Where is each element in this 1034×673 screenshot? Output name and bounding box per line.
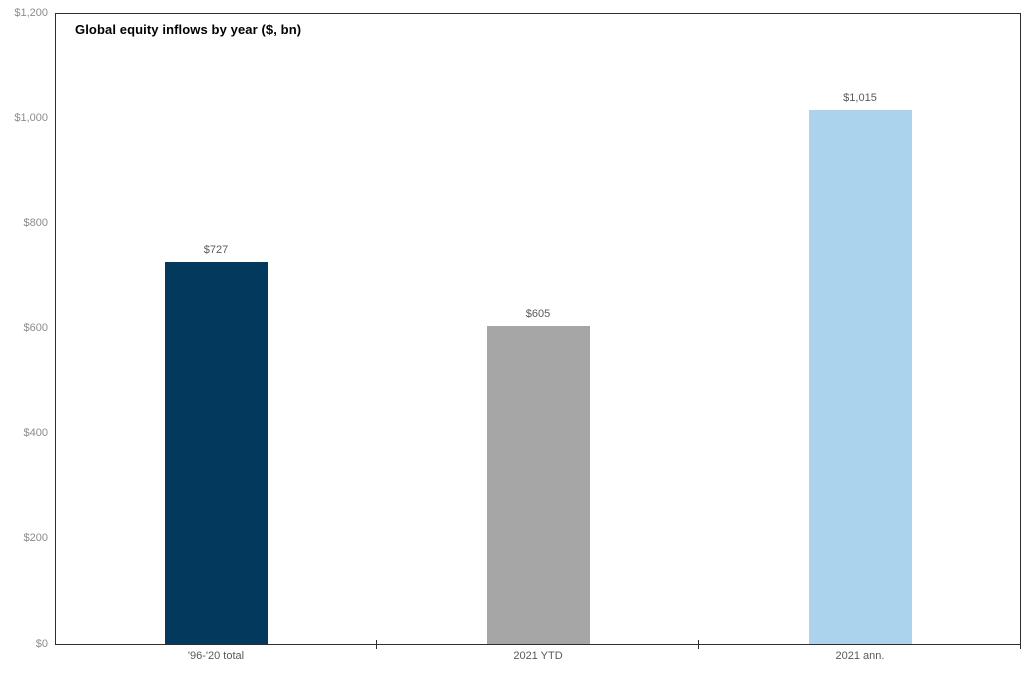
x-axis-tick-mark [376, 640, 377, 649]
bar-value-label: $605 [525, 307, 551, 320]
bar-2 [486, 325, 590, 644]
x-axis-category-label: 2021 ann. [835, 650, 885, 662]
y-axis-tick-label: $0 [35, 637, 48, 650]
bar-value-label: $727 [203, 243, 229, 256]
x-axis-category-label: 2021 YTD [513, 650, 563, 662]
y-axis-tick-label: $800 [23, 216, 48, 229]
bar-1 [164, 261, 268, 644]
chart-title: Global equity inflows by year ($, bn) [75, 22, 302, 37]
plot-area-border [55, 13, 1021, 645]
x-axis-tick-mark [1020, 640, 1021, 649]
x-axis-tick-mark [698, 640, 699, 649]
y-axis-tick-label: $600 [23, 322, 48, 334]
x-axis-category-label: '96-'20 total [187, 650, 245, 662]
y-axis-tick-label: $200 [23, 532, 48, 545]
bar-value-label: $1,015 [843, 92, 877, 105]
y-axis-tick-label: $1,000 [14, 111, 48, 124]
bar-3 [808, 110, 912, 644]
y-axis-tick-label: $1,200 [14, 6, 48, 19]
y-axis-tick-label: $400 [23, 427, 48, 440]
